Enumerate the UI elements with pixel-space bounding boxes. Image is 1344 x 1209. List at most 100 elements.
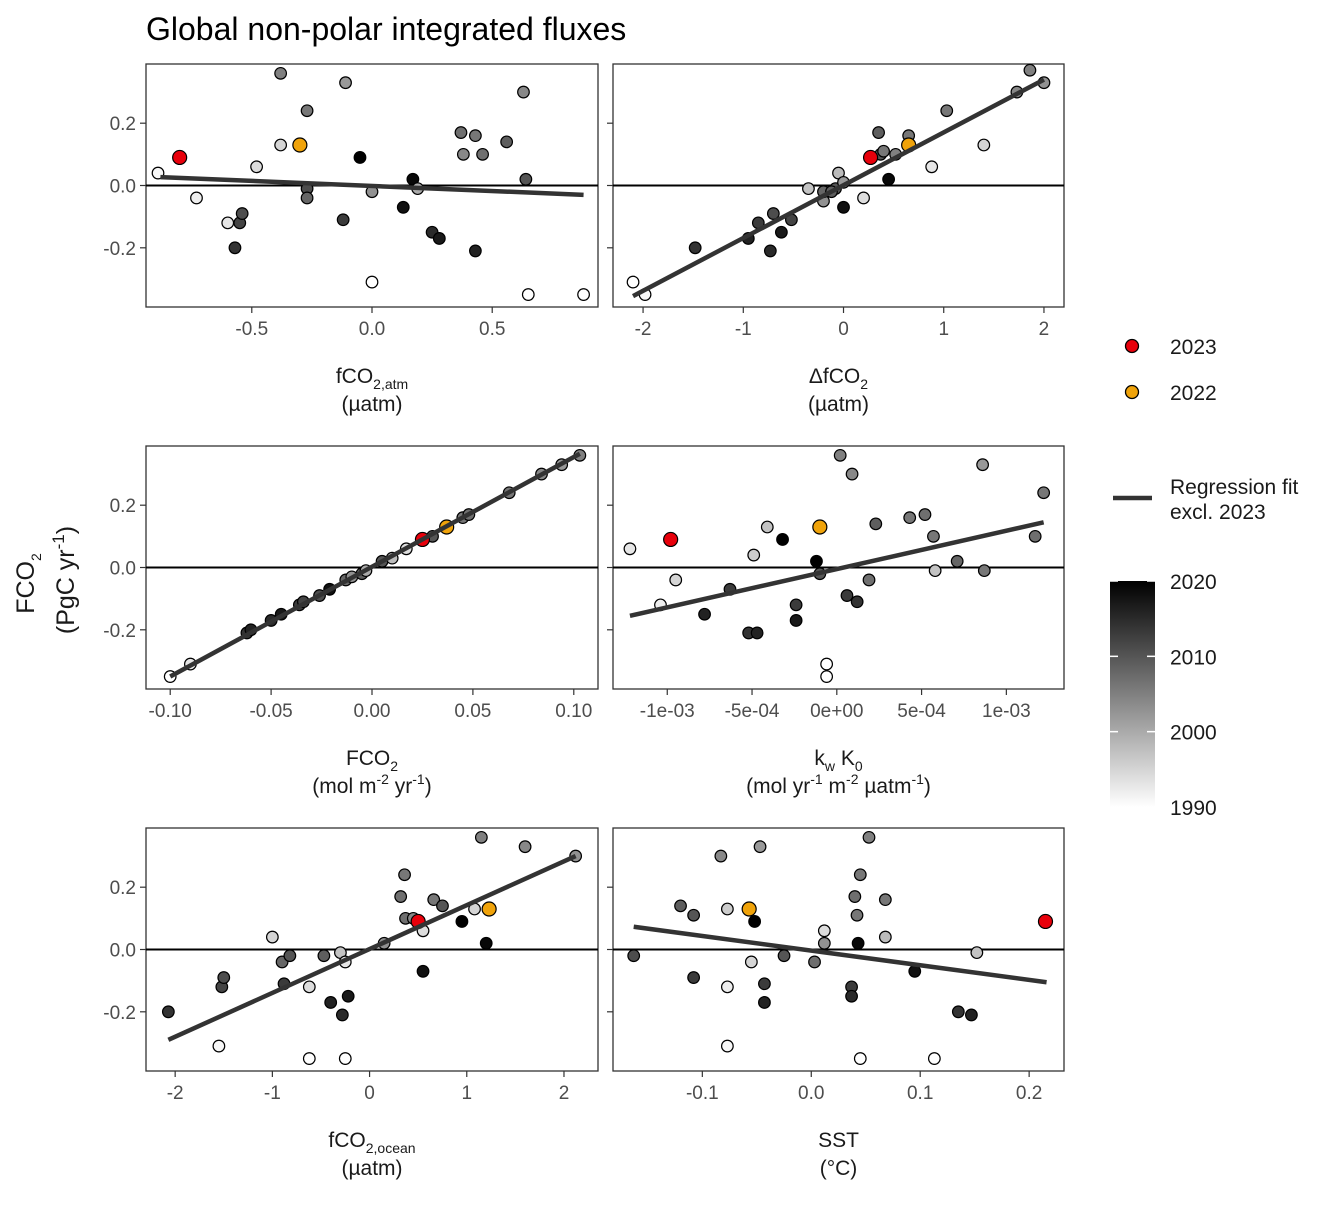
- data-point: [302, 980, 316, 994]
- data-point: [336, 213, 350, 227]
- colorbar-ticks: 2020 2010 2000 1990: [1110, 571, 1217, 820]
- data-point: [820, 657, 834, 671]
- x-tick-label: -0.5: [235, 319, 268, 340]
- data-point: [965, 1008, 978, 1022]
- data-point: [669, 573, 683, 587]
- data-point: [338, 1052, 352, 1065]
- x-axis-unit: (µatm): [341, 1157, 402, 1180]
- chart-title: Global non-polar integrated fluxes: [146, 11, 626, 47]
- data-point: [878, 893, 892, 907]
- data-point: [925, 160, 939, 174]
- panel-dfco2: -2 -1 0 1 2 ΔfCO2(µatm): [607, 63, 1065, 416]
- data-point: [808, 955, 821, 969]
- y-axis-title: FCO2 (PgC yr-1): [12, 526, 80, 634]
- data-point: [720, 902, 734, 916]
- data-point: [398, 868, 411, 882]
- x-tick-label: -5e-04: [725, 701, 780, 722]
- data-point: [878, 930, 892, 944]
- data-point: [862, 830, 876, 844]
- data-point: [335, 1008, 349, 1022]
- y-tick-label: 0.0: [110, 177, 136, 198]
- data-point: [802, 182, 815, 196]
- data-point: [500, 135, 514, 149]
- data-point: [436, 899, 449, 913]
- y-tick-label: 0.0: [110, 941, 136, 962]
- data-point: [479, 936, 493, 950]
- data-point: [228, 241, 242, 255]
- x-tick-label: 0: [838, 319, 849, 340]
- data-point: [810, 554, 823, 568]
- data-point: [845, 467, 859, 481]
- data-point: [817, 924, 831, 938]
- data-point: [977, 564, 991, 578]
- data-point: [341, 989, 355, 1003]
- data-point: [416, 964, 430, 978]
- x-tick-label: 1: [461, 1083, 472, 1104]
- colorbar-tick-label: 2000: [1170, 722, 1217, 745]
- colorbar-tick-label: 1990: [1170, 797, 1217, 820]
- data-point: [396, 200, 410, 214]
- x-tick-label: 5e-04: [897, 701, 946, 722]
- data-point: [1028, 529, 1042, 543]
- x-axis-label: ΔfCO2: [809, 365, 868, 392]
- data-point: [274, 138, 288, 152]
- legend-swatch-2023: [1124, 338, 1140, 354]
- panel-fco2flux: -0.10 -0.05 0.00 0.05 0.10 0.2 0.0 -0.2 FCO2(mol…: [103, 445, 599, 798]
- data-point: [394, 890, 408, 903]
- panel-fco2atm: -0.5 0.0 0.5 0.2 0.0 -0.2 fCO2,atm(µatm): [103, 63, 599, 416]
- data-point: [221, 216, 235, 230]
- data-point: [521, 288, 535, 301]
- data-point: [760, 520, 774, 534]
- legend-fit-label-1: Regression fit: [1170, 476, 1299, 499]
- data-point: [687, 908, 701, 922]
- x-tick-label: 0.2: [1016, 1083, 1042, 1104]
- panel-sst: -0.1 0.0 0.1 0.2 SST (°C): [607, 827, 1065, 1180]
- x-axis-label: fCO2,atm: [336, 365, 408, 392]
- data-point: [455, 915, 469, 928]
- data-point: [928, 564, 942, 578]
- data-point: [766, 207, 780, 220]
- data-point: [789, 598, 803, 612]
- x-tick-label: -0.10: [149, 701, 192, 722]
- data-point: [977, 138, 991, 152]
- data-point: [481, 901, 497, 917]
- data-point: [518, 840, 532, 854]
- data-point: [720, 980, 734, 994]
- data-point: [817, 936, 831, 950]
- data-point: [235, 207, 249, 220]
- colorbar-gradient: [1110, 581, 1155, 807]
- data-point: [833, 448, 847, 462]
- data-point: [918, 508, 932, 521]
- x-tick-label: 1: [938, 319, 949, 340]
- data-point: [687, 971, 701, 984]
- data-point: [217, 971, 231, 984]
- data-point: [292, 137, 308, 153]
- x-axis-unit: (µatm): [808, 393, 869, 416]
- data-point: [720, 1039, 734, 1053]
- x-tick-label: 2: [1039, 319, 1050, 340]
- data-point: [741, 901, 757, 917]
- data-point: [850, 908, 864, 922]
- y-tick-label: -0.2: [103, 621, 136, 642]
- data-point: [714, 849, 728, 863]
- data-point: [851, 936, 865, 950]
- data-point: [747, 548, 761, 562]
- legend-label-2023: 2023: [1170, 336, 1217, 359]
- data-point: [474, 830, 488, 844]
- data-point: [317, 949, 331, 963]
- data-point: [753, 840, 767, 854]
- colorbar: 2020 2010 2000 1990: [1110, 571, 1217, 820]
- y-axis-title-main: FCO2: [12, 553, 44, 614]
- data-point: [853, 1052, 867, 1065]
- x-tick-label: 0e+00: [810, 701, 863, 722]
- data-point: [663, 531, 679, 548]
- x-tick-label: 0.00: [354, 701, 391, 722]
- data-point: [626, 275, 640, 289]
- data-point: [300, 191, 314, 205]
- data-point: [748, 915, 762, 928]
- legend-item-fit: Regression fit excl. 2023: [1113, 476, 1299, 524]
- data-point: [577, 288, 590, 301]
- x-tick-label: 0.0: [359, 319, 385, 340]
- x-tick-label: 0.10: [555, 701, 592, 722]
- regression-line: [167, 853, 577, 1042]
